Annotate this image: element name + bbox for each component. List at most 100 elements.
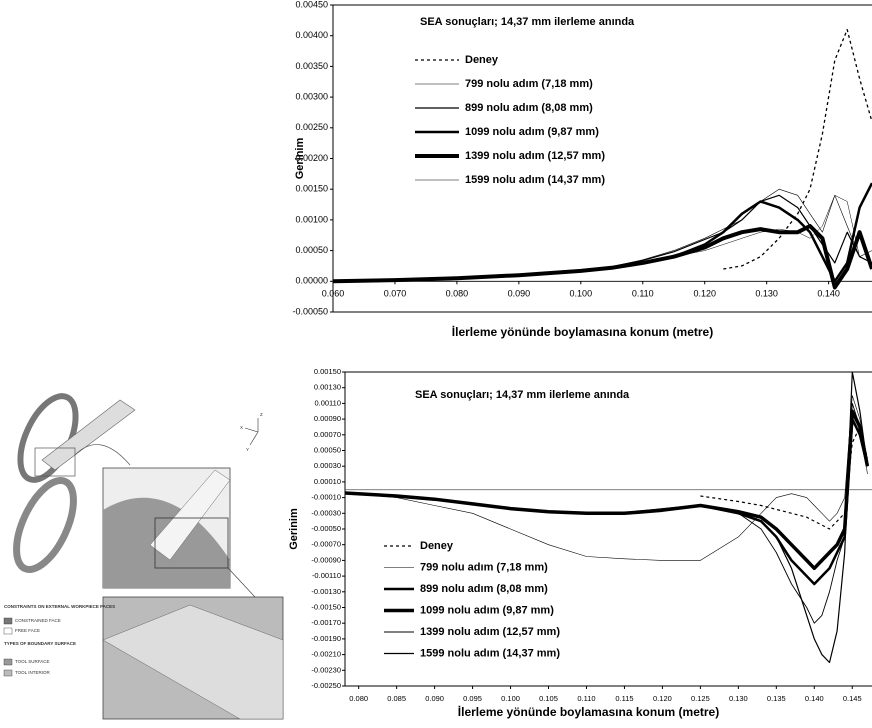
y-tick-label: 0.00100 [295,214,328,224]
y-tick-label: 0.00150 [295,184,328,194]
y-tick-label: 0.00010 [314,477,341,486]
axis-y [250,432,258,445]
legend-text: TOOL INTERIOR [15,670,51,675]
x-tick-label: 0.060 [322,289,345,299]
x-tick-label: 0.090 [508,289,531,299]
x-axis-title: İlerleme yönünde boylamasına konum (metr… [458,704,719,719]
x-tick-label: 0.110 [577,694,595,703]
legend-label: 799 nolu adım (7,18 mm) [465,78,593,90]
x-tick-label: 0.125 [691,694,710,703]
strip [42,400,135,470]
y-tick-label: 0.00150 [314,367,341,376]
legend-label: 1599 nolu adım (14,37 mm) [420,647,560,659]
roller-lower [5,472,85,578]
data-line [700,427,867,529]
figure-page: X Y Z CONSTRAINTS ON EXTERNAL WORKPIECE … [0,0,872,728]
legend-label: 1099 nolu adım (9,87 mm) [465,126,599,138]
axis-label: Y [246,447,249,452]
x-tick-label: 0.095 [463,694,482,703]
y-tick-label: -0.00110 [312,571,341,580]
x-tick-label: 0.085 [387,694,406,703]
data-line [333,226,872,287]
y-tick-label: -0.00130 [311,587,341,596]
legend-text: CONSTRAINED FACE [15,618,61,623]
x-tick-label: 0.100 [570,289,593,299]
y-tick-label: 0.00050 [314,445,341,454]
swatch [4,670,12,676]
x-tick-label: 0.115 [615,694,633,703]
swatch [4,628,12,634]
x-tick-label: 0.080 [446,289,469,299]
swatch [4,659,12,665]
x-tick-label: 0.105 [539,694,558,703]
legend-label: 899 nolu adım (8,08 mm) [420,583,548,595]
chart-title: SEA sonuçları; 14,37 mm ilerleme anında [420,16,635,28]
legend-text: FREE FACE [15,628,40,633]
x-tick-label: 0.110 [632,289,654,299]
data-line [344,372,868,663]
y-tick-label: 0.00030 [314,461,341,470]
y-tick-label: -0.00090 [311,555,341,564]
legend-label: Deney [420,540,454,552]
axis-x [245,428,258,432]
swatch [4,618,12,624]
y-tick-label: 0.00070 [314,430,341,439]
y-tick-label: -0.00210 [311,650,341,659]
legend-label: 899 nolu adım (8,08 mm) [465,102,593,114]
x-tick-label: 0.090 [425,694,444,703]
data-line [344,396,868,561]
tool-diagram: X Y Z CONSTRAINTS ON EXTERNAL WORKPIECE … [4,388,283,719]
zoom-arrow-2 [228,568,255,597]
y-tick-label: -0.00050 [292,306,328,316]
y-tick-label: 0.00110 [314,398,341,407]
x-tick-label: 0.135 [767,694,786,703]
y-tick-label: 0.00450 [295,0,328,9]
x-tick-label: 0.130 [729,694,748,703]
x-tick-label: 0.080 [349,694,368,703]
y-tick-label: -0.00190 [311,634,341,643]
legend-heading: TYPES OF BOUNDARY SURFACE [4,641,76,646]
legend-label: 1399 nolu adım (12,57 mm) [420,626,560,638]
x-tick-label: 0.070 [384,289,407,299]
y-tick-label: -0.00070 [311,540,341,549]
y-tick-label: 0.00400 [295,30,328,40]
x-tick-label: 0.140 [817,289,840,299]
y-tick-label: -0.00150 [311,602,341,611]
x-tick-label: 0.145 [843,694,862,703]
y-tick-label: -0.00250 [311,681,341,690]
x-tick-label: 0.120 [653,694,672,703]
page: X Y Z CONSTRAINTS ON EXTERNAL WORKPIECE … [0,0,872,728]
legend-label: 799 nolu adım (7,18 mm) [420,561,548,573]
y-tick-label: 0.00130 [314,383,341,392]
y-tick-label: 0.00250 [295,122,328,132]
data-line [344,419,868,584]
y-tick-label: 0.00090 [314,414,341,423]
y-tick-label: 0.00350 [295,61,328,71]
y-tick-label: -0.00030 [311,508,341,517]
legend-label: 1399 nolu adım (12,57 mm) [465,150,605,162]
legend-text: TOOL SURFACE [15,659,50,664]
y-axis-title: Gerinim [288,508,300,550]
series-group [344,372,868,663]
x-axis-title: İlerleme yönünde boylamasına konum (metr… [452,324,713,339]
y-tick-label: -0.00010 [311,493,341,502]
y-tick-label: -0.00170 [311,618,341,627]
y-tick-label: 0.00300 [295,91,328,101]
y-tick-label: -0.00230 [311,665,341,674]
chart-title: SEA sonuçları; 14,37 mm ilerleme anında [415,389,630,401]
plot-frame [345,372,872,686]
y-tick-label: 0.00050 [295,245,328,255]
legend-label: Deney [465,54,499,66]
x-tick-label: 0.140 [805,694,824,703]
axis-label: Z [260,412,263,417]
x-tick-label: 0.120 [693,289,716,299]
x-tick-label: 0.130 [755,289,778,299]
y-tick-label: 0.00000 [295,276,328,286]
legend-label: 1599 nolu adım (14,37 mm) [465,174,605,186]
legend-label: 1099 nolu adım (9,87 mm) [420,604,554,616]
axis-label: X [240,425,243,430]
x-tick-label: 0.100 [501,694,520,703]
legend-heading: CONSTRAINTS ON EXTERNAL WORKPIECE FACES [4,604,115,609]
y-axis-title: Gerinim [294,138,306,180]
y-tick-label: -0.00050 [311,524,341,533]
